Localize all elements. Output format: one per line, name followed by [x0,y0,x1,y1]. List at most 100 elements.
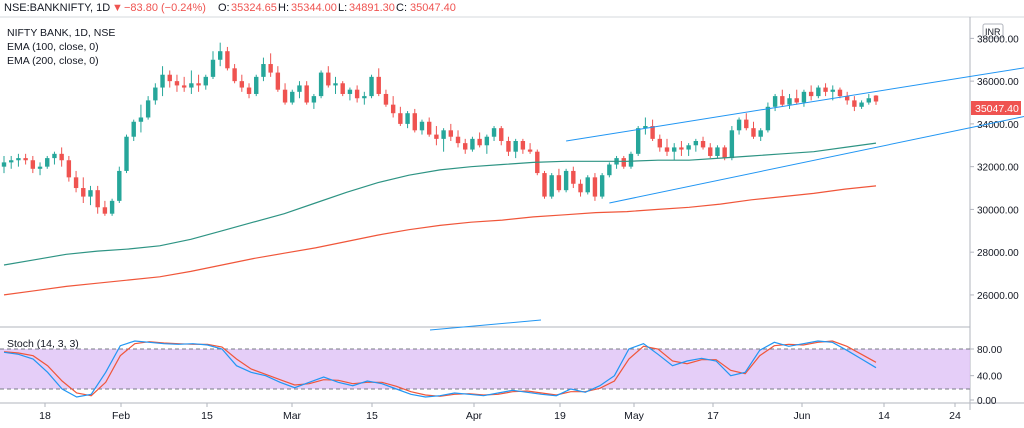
candle-body [679,147,684,150]
time-tick-label: 19 [554,410,566,422]
candle-body [362,96,367,99]
header-low: 34891.30 [349,2,395,14]
candle-body [758,130,763,137]
candle-body [217,51,223,60]
candle-body [852,100,857,107]
candle-body [239,81,245,88]
last-price-badge [971,101,1021,115]
candle-body [556,175,562,191]
candle-body [477,138,482,146]
currency-label: INR [985,27,1001,37]
candle-body [563,170,569,191]
candle-body [131,121,136,137]
candle-body [275,72,281,90]
last-price-value: 35047.40 [975,103,1019,115]
header-close: 35047.40 [410,2,456,14]
stoch-label[interactable]: Stoch (14, 3, 3) [7,338,79,350]
price-tick-label: 28000.00 [977,248,1019,259]
candle-body [73,177,79,189]
candle-body [434,134,439,139]
header-close-label: C: [396,2,407,14]
candle-body [715,147,720,156]
candle-body [484,136,490,146]
candle-body [59,153,64,161]
candle-body [297,85,302,92]
candle-body [744,119,749,129]
header-low-label: L: [338,2,347,14]
candle-body [607,164,612,176]
candle-body [290,91,295,103]
candle-body [426,121,432,135]
candle-body [765,106,771,131]
stoch-tick-label: 0.00 [977,396,997,407]
candle-body [210,59,216,77]
candle-body [326,72,331,86]
candle-body [808,91,814,97]
candle-body [513,141,518,152]
stoch-band [0,349,970,389]
price-axis-ticks: 38000.00 36000.00 34000.00 32000.00 30000.00… [970,34,1019,302]
candle-body [787,98,792,105]
candle-body [37,166,43,169]
channel-lower-line [609,115,1024,204]
candle-body [470,138,475,150]
stoch-axis-ticks: 80.00 40.00 0.00 [970,345,1002,407]
candle-body [203,76,208,86]
candle-body [628,153,634,167]
legend-ema100[interactable]: EMA (100, close, 0) [7,41,99,53]
candle-body [88,190,93,197]
header-symbol[interactable]: NSE:BANKNIFTY, 1D [4,2,110,14]
time-tick-label: 18 [39,410,51,422]
price-tick-label: 32000.00 [977,163,1019,174]
candle-body [527,149,533,152]
candle-body [635,128,641,154]
candle-body [823,87,828,92]
candle-body [398,113,403,124]
candle-body [109,200,115,214]
stray-trend-line [429,319,542,331]
header-open: 35324.65 [231,2,277,14]
candle-body [145,100,151,118]
time-tick-label: 15 [201,410,213,422]
trend-channel-drawings[interactable] [429,66,1024,331]
currency-badge[interactable] [982,23,1004,39]
candle-body [390,104,396,114]
candle-body [81,188,86,197]
candle-body [722,147,727,159]
channel-upper-line [566,67,1024,142]
candle-body [873,95,879,102]
candle-body [189,83,194,88]
candle-body [117,170,122,201]
candle-body [549,175,554,197]
candle-body [621,158,626,167]
candle-body [448,130,454,137]
candle-body [376,76,381,94]
candle-body [138,117,144,122]
change-arrow-icon: ▼ [112,2,123,14]
candle-body [664,147,670,152]
candle-body [16,158,21,161]
candle-body [30,160,36,169]
stochastic-lines [3,340,877,398]
candlestick-series [1,42,879,216]
candle-body [9,160,14,163]
time-tick-label: Apr [466,410,483,422]
legend-ema200[interactable]: EMA (200, close, 0) [7,55,99,67]
ema100-line [3,142,877,266]
time-tick-label: 14 [878,410,890,422]
candle-body [542,173,547,197]
candle-body [441,130,446,139]
price-tick-label: 34000.00 [977,120,1019,131]
candle-body [751,128,756,137]
candle-body [463,143,468,150]
header-open-label: O: [218,2,230,14]
candle-body [686,145,691,150]
candle-body [66,160,72,178]
candle-body [520,141,526,150]
time-tick-label: 15 [366,410,378,422]
legend-title[interactable]: NIFTY BANK, 1D, NSE [7,27,115,39]
candle-body [318,72,324,97]
price-tick-label: 30000.00 [977,205,1019,216]
candle-body [491,128,497,137]
